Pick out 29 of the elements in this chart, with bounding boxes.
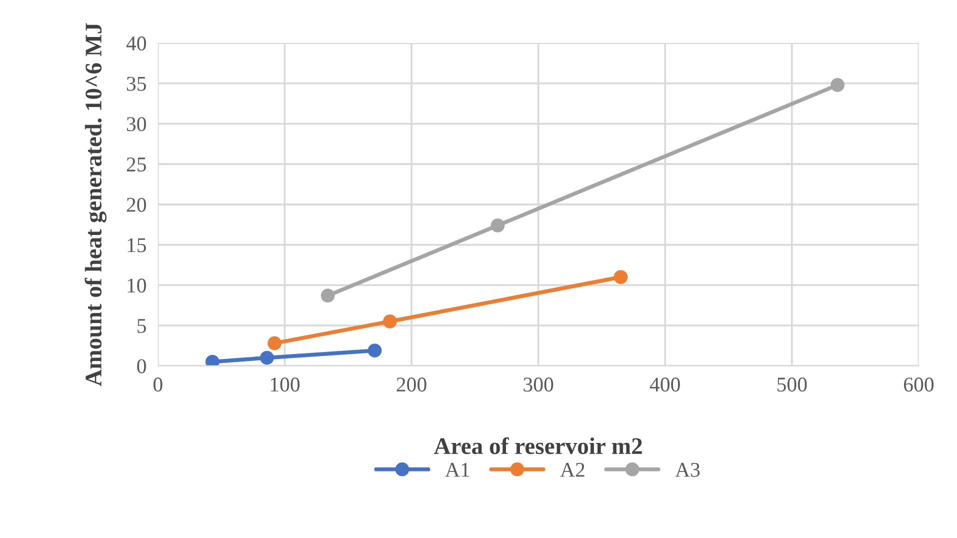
point xyxy=(830,78,845,92)
point xyxy=(260,350,274,365)
point xyxy=(614,270,628,284)
x-axis-title: Area of reservoir m2 xyxy=(434,437,642,454)
y-tick-label: 25 xyxy=(126,158,146,172)
x-tick-label: 400 xyxy=(650,378,680,392)
point xyxy=(268,336,282,350)
y-tick-label: 30 xyxy=(126,117,146,132)
y-tick-label: 10 xyxy=(128,278,146,293)
x-tick-label: 500 xyxy=(778,378,807,392)
y-tick-label: 40 xyxy=(126,36,146,50)
y-axis-title: Amount of heat generated. 10^6 MJ xyxy=(84,23,107,386)
x-tick-label: 300 xyxy=(524,378,554,392)
y-tick-label: 5 xyxy=(138,319,146,333)
y-tick-label: 35 xyxy=(126,76,146,91)
point xyxy=(320,288,335,303)
legend-label: A1 xyxy=(445,462,470,477)
x-tick-label: 100 xyxy=(270,378,300,392)
y-tick-label: 0 xyxy=(137,359,146,374)
legend-label: A3 xyxy=(675,462,700,477)
x-tick-label: 0 xyxy=(153,378,162,392)
point xyxy=(490,218,505,232)
y-tick-label: 20 xyxy=(126,198,146,212)
x-tick-label: 600 xyxy=(904,378,934,392)
legend-label: A2 xyxy=(560,462,584,477)
y-tick-label: 15 xyxy=(128,238,146,252)
point xyxy=(368,344,382,358)
point xyxy=(383,314,397,328)
x-tick-label: 200 xyxy=(396,378,426,392)
